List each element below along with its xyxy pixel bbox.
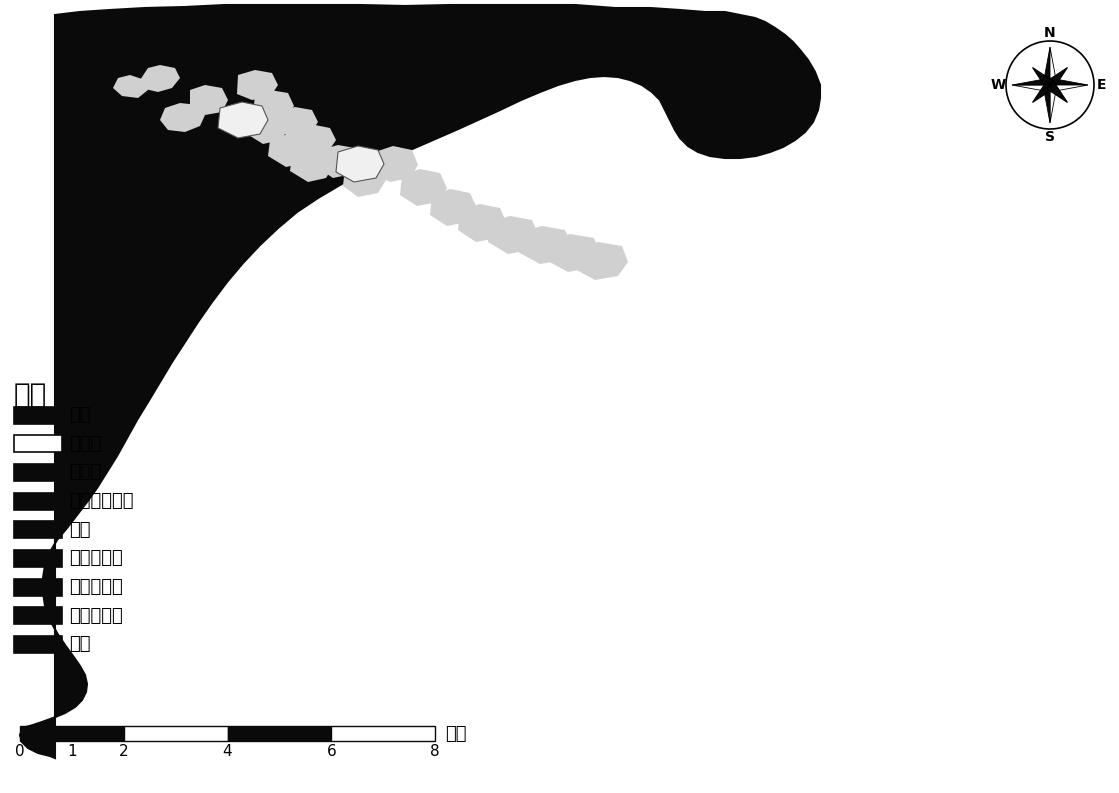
- Text: 草地及灌木: 草地及灌木: [69, 607, 123, 625]
- Bar: [15, 435, 62, 452]
- Text: 图例: 图例: [15, 381, 47, 409]
- Polygon shape: [190, 85, 228, 115]
- Bar: [15, 636, 62, 653]
- Polygon shape: [237, 70, 278, 100]
- Bar: [227, 726, 331, 741]
- Text: 农田: 农田: [69, 521, 91, 538]
- Text: 未建设裸地: 未建设裸地: [69, 578, 123, 596]
- Text: 千米: 千米: [445, 725, 467, 742]
- Polygon shape: [336, 146, 384, 182]
- Polygon shape: [218, 102, 267, 138]
- Polygon shape: [1043, 85, 1050, 123]
- Polygon shape: [247, 112, 289, 144]
- Polygon shape: [1012, 78, 1050, 85]
- Text: 1: 1: [67, 744, 77, 759]
- Polygon shape: [1050, 85, 1088, 92]
- Text: W: W: [990, 78, 1006, 92]
- Text: 商业区: 商业区: [69, 463, 101, 481]
- Polygon shape: [160, 103, 205, 132]
- Bar: [15, 407, 62, 423]
- Polygon shape: [1046, 82, 1068, 102]
- Bar: [124, 726, 227, 741]
- Text: 小区及行政区: 小区及行政区: [69, 492, 133, 510]
- Polygon shape: [458, 204, 507, 242]
- Polygon shape: [344, 162, 386, 197]
- Polygon shape: [399, 169, 446, 206]
- Polygon shape: [1050, 78, 1088, 85]
- Polygon shape: [518, 226, 572, 264]
- Text: S: S: [1045, 130, 1055, 144]
- Text: 0: 0: [16, 744, 25, 759]
- Polygon shape: [373, 146, 419, 182]
- Polygon shape: [267, 134, 312, 167]
- Polygon shape: [290, 149, 333, 182]
- Text: 8: 8: [430, 744, 440, 759]
- Polygon shape: [1033, 67, 1053, 89]
- Text: 林地及果园: 林地及果园: [69, 550, 123, 567]
- Polygon shape: [113, 75, 148, 98]
- Bar: [20, 726, 124, 741]
- Polygon shape: [140, 65, 180, 92]
- Bar: [15, 607, 62, 624]
- Polygon shape: [298, 125, 336, 156]
- Polygon shape: [1050, 47, 1057, 85]
- Text: 2: 2: [119, 744, 129, 759]
- Bar: [15, 464, 62, 481]
- Polygon shape: [1012, 85, 1050, 92]
- Polygon shape: [20, 5, 820, 758]
- Bar: [15, 550, 62, 567]
- Text: E: E: [1098, 78, 1107, 92]
- Text: N: N: [1044, 26, 1056, 40]
- Text: 道路: 道路: [69, 406, 91, 424]
- Polygon shape: [1050, 85, 1057, 123]
- Polygon shape: [573, 242, 628, 280]
- Polygon shape: [1043, 47, 1050, 85]
- Bar: [15, 492, 62, 509]
- Polygon shape: [546, 234, 600, 272]
- Polygon shape: [430, 189, 477, 226]
- Polygon shape: [318, 145, 360, 178]
- Polygon shape: [1046, 67, 1068, 89]
- Text: 水域: 水域: [69, 635, 91, 653]
- Polygon shape: [488, 216, 539, 254]
- Bar: [15, 579, 62, 596]
- Polygon shape: [1033, 82, 1053, 102]
- Polygon shape: [278, 107, 318, 138]
- Text: 6: 6: [327, 744, 336, 759]
- Bar: [331, 726, 435, 741]
- Circle shape: [1047, 82, 1053, 87]
- Polygon shape: [253, 90, 294, 122]
- Text: 4: 4: [223, 744, 233, 759]
- Bar: [15, 521, 62, 538]
- Text: 工业区: 工业区: [69, 435, 101, 453]
